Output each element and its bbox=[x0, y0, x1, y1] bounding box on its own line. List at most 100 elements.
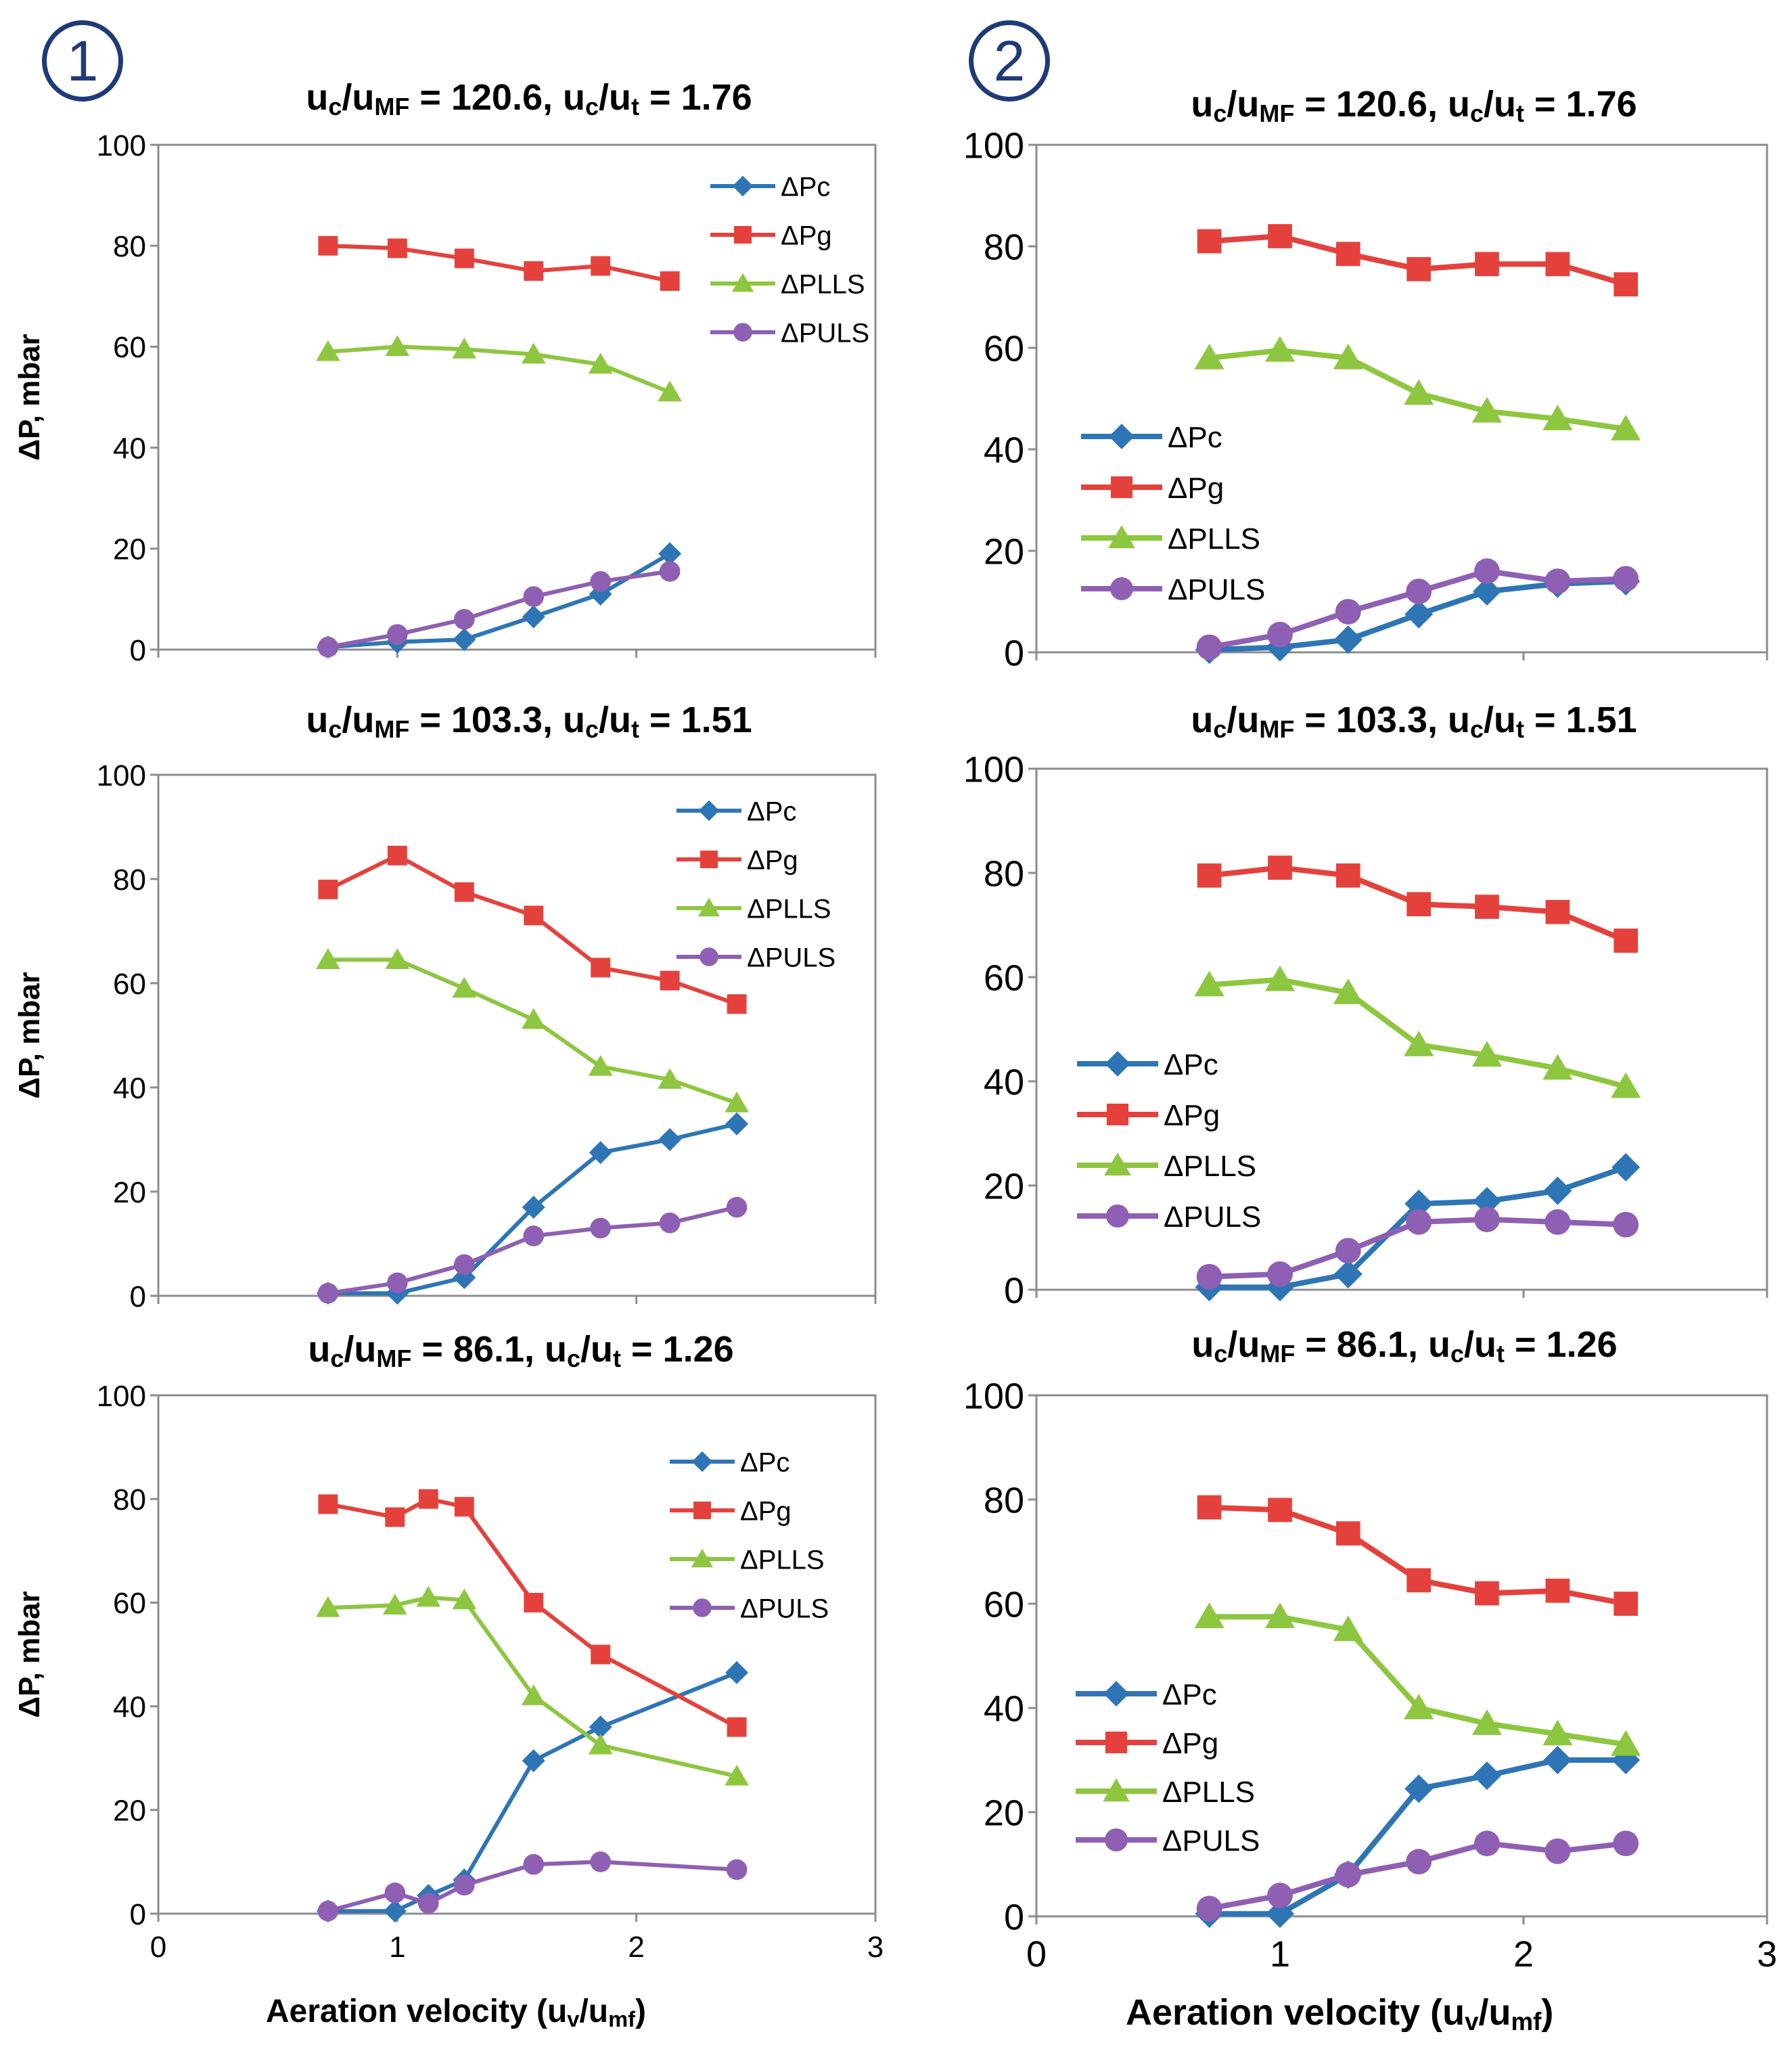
y-tick-label: 0 bbox=[130, 1280, 146, 1313]
plot-area-frame bbox=[157, 143, 877, 651]
y-tick-label: 0 bbox=[130, 634, 146, 667]
column-2-label: 2 bbox=[993, 28, 1026, 93]
data-point bbox=[1611, 1730, 1641, 1756]
legend-swatch-marker bbox=[1106, 1103, 1129, 1126]
data-point bbox=[1196, 634, 1222, 660]
data-point bbox=[1267, 1261, 1293, 1287]
data-point bbox=[524, 905, 544, 926]
data-point bbox=[452, 338, 477, 359]
data-point bbox=[659, 1212, 681, 1234]
y-tick-label: 0 bbox=[130, 1898, 146, 1931]
data-point bbox=[1267, 1883, 1293, 1909]
data-point bbox=[1268, 224, 1292, 248]
data-point bbox=[660, 271, 680, 291]
data-point bbox=[1264, 965, 1296, 991]
data-point bbox=[1475, 252, 1499, 277]
x-axis-label-a-sub: v bbox=[567, 2006, 579, 2031]
legend-entry-label: ΔPc bbox=[1162, 1678, 1217, 1711]
series-2 bbox=[1194, 1602, 1641, 1756]
data-point bbox=[1335, 242, 1360, 267]
plot-area-frame bbox=[1035, 143, 1768, 654]
panel-title: uc/uMF = 103.3, uc/ut = 1.51 bbox=[306, 700, 752, 743]
series-line bbox=[327, 551, 671, 650]
panel-title-d-sub: t bbox=[631, 93, 639, 120]
series-2 bbox=[316, 1585, 749, 1786]
panel-title-b: /u bbox=[342, 700, 374, 740]
column-1-label: 1 bbox=[66, 28, 99, 93]
panel-title-a: u bbox=[1191, 700, 1213, 740]
data-point bbox=[1406, 256, 1432, 281]
x-axis-label-b: /u bbox=[579, 1994, 608, 2029]
data-point bbox=[1613, 1830, 1639, 1857]
x-tick-label: 1 bbox=[1270, 1934, 1290, 1975]
data-point bbox=[1613, 928, 1639, 953]
legend-entry-label: ΔPLLS bbox=[1162, 1776, 1255, 1809]
data-point bbox=[589, 1715, 612, 1739]
y-tick-label: 80 bbox=[113, 1483, 146, 1516]
data-point bbox=[318, 879, 338, 899]
data-point bbox=[1264, 336, 1296, 362]
data-point bbox=[1544, 1838, 1571, 1864]
legend-swatch-marker bbox=[691, 1548, 714, 1568]
x-axis-label-a-sub: v bbox=[1465, 2008, 1479, 2035]
plot-area-frame bbox=[1035, 1394, 1768, 1918]
series-2 bbox=[316, 335, 682, 402]
panel-title-a: u bbox=[306, 700, 328, 740]
data-point bbox=[1335, 1862, 1361, 1888]
legend-entry-label: ΔPg bbox=[781, 221, 832, 250]
data-point bbox=[1194, 970, 1224, 997]
panel-title-c-sub: c bbox=[567, 1345, 580, 1372]
data-point bbox=[523, 586, 545, 607]
legend-swatch-marker bbox=[1105, 1731, 1128, 1754]
series-3 bbox=[1196, 1207, 1639, 1290]
data-point bbox=[1611, 1072, 1641, 1098]
panel-title-b: /u bbox=[1227, 1324, 1260, 1365]
legend-swatch-marker bbox=[733, 225, 752, 244]
data-point bbox=[385, 335, 410, 356]
data-point bbox=[1197, 229, 1222, 254]
data-point bbox=[725, 1112, 749, 1135]
y-tick-label: 60 bbox=[113, 968, 146, 1001]
panel-title-a: u bbox=[1191, 1324, 1214, 1365]
data-point bbox=[658, 542, 682, 566]
series-1 bbox=[318, 235, 680, 291]
legend-entry-label: ΔPULS bbox=[747, 943, 835, 972]
panel-title-e: = 1.51 bbox=[639, 700, 752, 740]
x-tick-label: 3 bbox=[1757, 1934, 1777, 1975]
data-point bbox=[1473, 1761, 1501, 1791]
data-point bbox=[1406, 1568, 1432, 1593]
panel-title-b-sub: MF bbox=[1260, 1340, 1295, 1368]
x-tick-label: 1 bbox=[389, 1931, 405, 1964]
panel-title-b-sub: MF bbox=[1259, 715, 1294, 743]
data-point bbox=[383, 1899, 407, 1923]
data-point bbox=[1196, 1263, 1222, 1290]
data-point bbox=[1544, 1209, 1571, 1235]
y-tick-label: 20 bbox=[984, 1166, 1024, 1207]
data-point bbox=[454, 882, 474, 902]
data-point bbox=[418, 1489, 438, 1509]
data-point bbox=[1473, 577, 1501, 606]
legend-entry-label: ΔPULS bbox=[781, 318, 869, 348]
data-point bbox=[1404, 1774, 1434, 1803]
data-point bbox=[1335, 1521, 1360, 1546]
y-tick-label: 80 bbox=[984, 227, 1024, 267]
y-tick-label: 100 bbox=[963, 749, 1024, 790]
data-point bbox=[1475, 895, 1499, 919]
data-point bbox=[1196, 1895, 1222, 1922]
y-tick-label: 40 bbox=[113, 1072, 146, 1105]
series-1 bbox=[318, 845, 747, 1014]
y-tick-label: 100 bbox=[97, 759, 146, 792]
legend-entry-label: ΔPg bbox=[740, 1496, 792, 1526]
data-point bbox=[1542, 1719, 1573, 1746]
legend-swatch-marker bbox=[1104, 1828, 1128, 1852]
x-axis-label-c: ) bbox=[635, 1994, 646, 2029]
legend: ΔPc ΔPg ΔPLLS ΔPULS bbox=[670, 1447, 829, 1623]
x-tick-label: 0 bbox=[1026, 1934, 1047, 1975]
data-point bbox=[1406, 1209, 1432, 1235]
data-point bbox=[725, 1091, 749, 1112]
y-tick-label: 40 bbox=[113, 432, 146, 465]
panel-title-b: /u bbox=[342, 77, 374, 118]
legend: ΔPc ΔPg ΔPLLS ΔPULS bbox=[1076, 1678, 1260, 1857]
y-tick-label: 20 bbox=[113, 1795, 146, 1828]
data-point bbox=[452, 976, 477, 998]
